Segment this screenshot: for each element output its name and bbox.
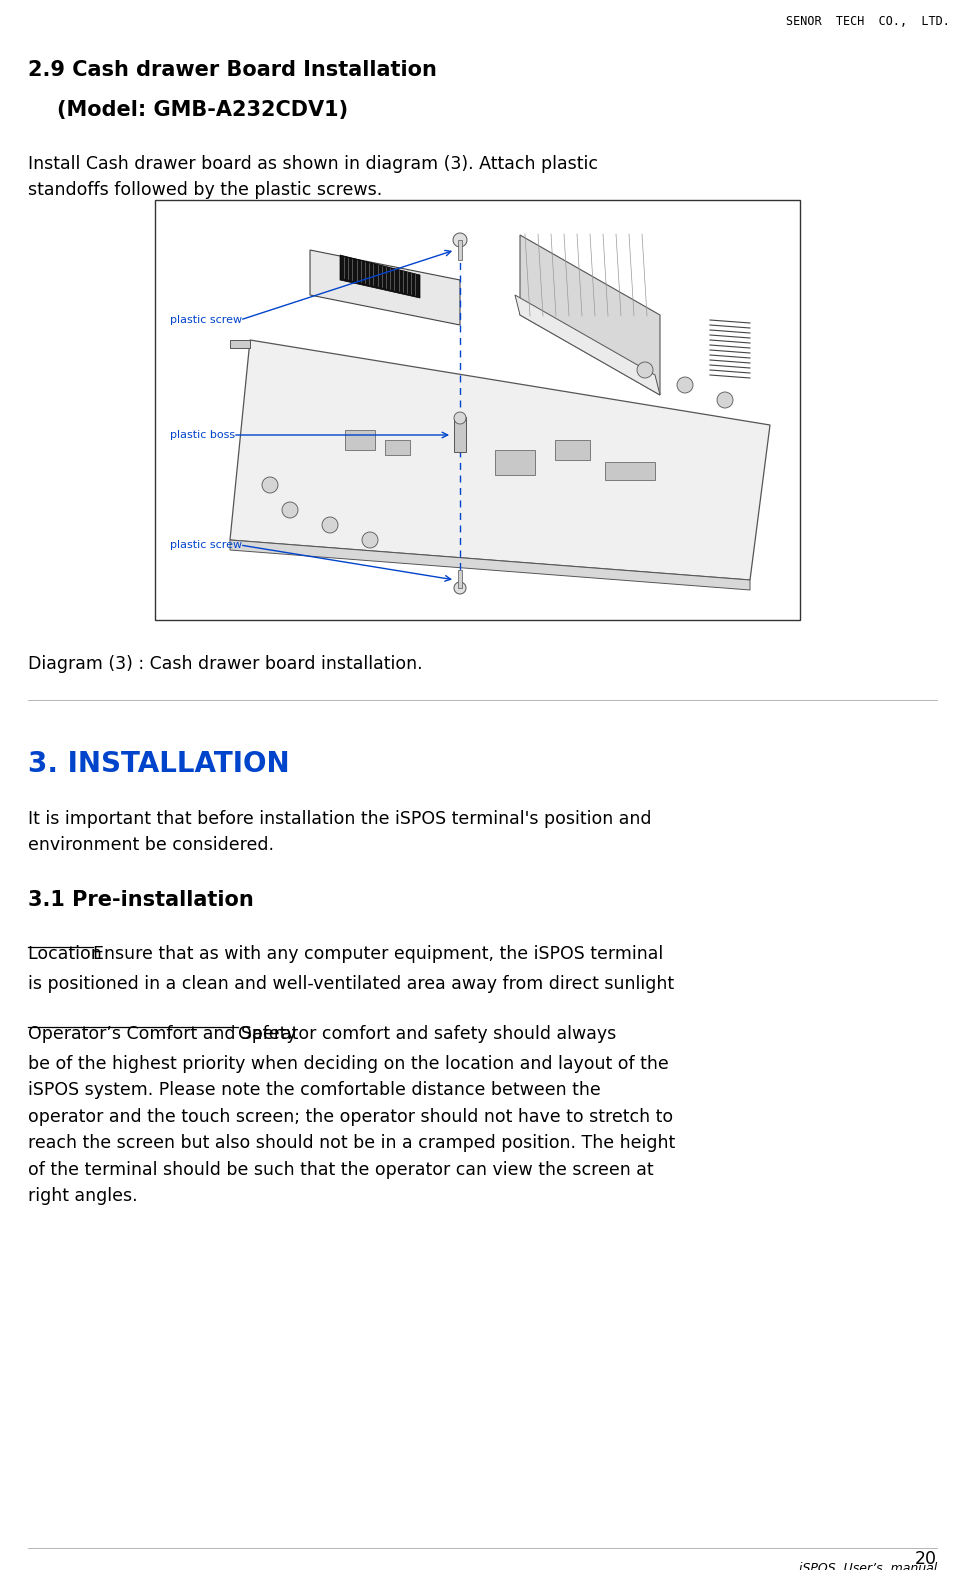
Text: is positioned in a clean and well-ventilated area away from direct sunlight: is positioned in a clean and well-ventil… [28, 975, 675, 992]
Circle shape [362, 532, 378, 548]
Text: 3.1 Pre-installation: 3.1 Pre-installation [28, 890, 254, 911]
Bar [555, 440, 590, 460]
Polygon shape [515, 295, 660, 396]
Polygon shape [310, 250, 460, 325]
Bar [345, 430, 375, 451]
Text: iSPOS  User’s  manual: iSPOS User’s manual [799, 1562, 937, 1570]
Polygon shape [520, 236, 660, 396]
Text: plastic screw: plastic screw [170, 540, 242, 549]
Bar [605, 462, 655, 480]
Text: Operator comfort and safety should always: Operator comfort and safety should alway… [238, 1025, 617, 1042]
Bar [385, 440, 410, 455]
Polygon shape [340, 254, 420, 298]
Polygon shape [230, 341, 770, 579]
Circle shape [454, 411, 466, 424]
Text: Ensure that as with any computer equipment, the iSPOS terminal: Ensure that as with any computer equipme… [93, 945, 663, 962]
Text: Install Cash drawer board as shown in diagram (3). Attach plastic
standoffs foll: Install Cash drawer board as shown in di… [28, 155, 598, 199]
Text: plastic boss: plastic boss [170, 430, 235, 440]
Bar [495, 451, 535, 476]
Circle shape [262, 477, 278, 493]
Text: be of the highest priority when deciding on the location and layout of the
iSPOS: be of the highest priority when deciding… [28, 1055, 676, 1206]
Bar [155, 199, 800, 620]
Circle shape [454, 582, 466, 593]
Text: Diagram (3) : Cash drawer board installation.: Diagram (3) : Cash drawer board installa… [28, 655, 423, 674]
Text: 2.9 Cash drawer Board Installation: 2.9 Cash drawer Board Installation [28, 60, 437, 80]
Polygon shape [230, 540, 750, 590]
Circle shape [637, 363, 653, 378]
Text: plastic screw: plastic screw [170, 316, 242, 325]
Bar [458, 240, 462, 261]
Bar [458, 570, 462, 589]
Text: It is important that before installation the iSPOS terminal's position and
envir: It is important that before installation… [28, 810, 651, 854]
Text: SENOR  TECH  CO.,  LTD.: SENOR TECH CO., LTD. [786, 16, 950, 28]
Text: Operator’s Comfort and Safety: Operator’s Comfort and Safety [28, 1025, 302, 1042]
Polygon shape [230, 341, 250, 349]
Circle shape [717, 392, 733, 408]
Text: Location: Location [28, 945, 107, 962]
Circle shape [322, 517, 338, 532]
Circle shape [677, 377, 693, 392]
Text: 3. INSTALLATION: 3. INSTALLATION [28, 750, 290, 779]
Circle shape [282, 502, 298, 518]
Text: (Model: GMB-A232CDV1): (Model: GMB-A232CDV1) [28, 100, 348, 119]
Text: 20: 20 [915, 1550, 937, 1568]
Bar [454, 418, 466, 452]
Circle shape [453, 232, 467, 246]
